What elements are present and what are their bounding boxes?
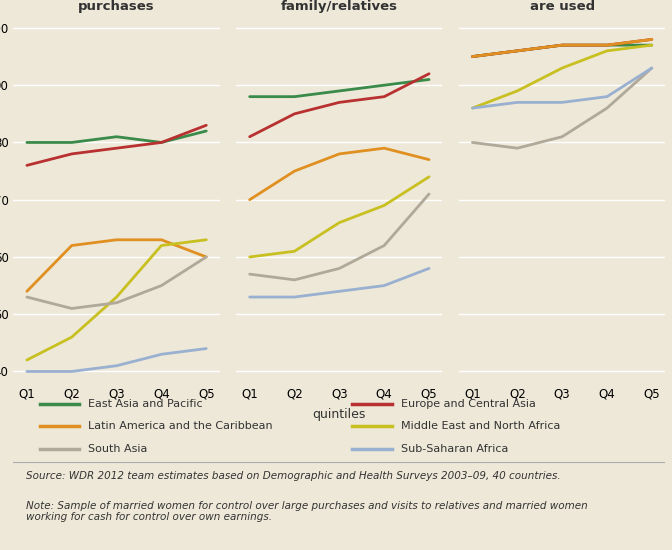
Text: Sub-Saharan Africa: Sub-Saharan Africa (401, 444, 509, 454)
Text: Source: WDR 2012 team estimates based on Demographic and Health Surveys 2003–09,: Source: WDR 2012 team estimates based on… (26, 471, 561, 481)
Text: Note: Sample of married women for control over large purchases and visits to rel: Note: Sample of married women for contro… (26, 500, 588, 522)
Text: Middle East and North Africa: Middle East and North Africa (401, 421, 560, 431)
Text: East Asia and Pacific: East Asia and Pacific (89, 399, 203, 409)
Text: South Asia: South Asia (89, 444, 148, 454)
X-axis label: quintiles: quintiles (312, 408, 366, 421)
Text: Latin America and the Caribbean: Latin America and the Caribbean (89, 421, 273, 431)
Title: how own earnings
are used: how own earnings are used (494, 0, 630, 13)
Text: Europe and Central Asia: Europe and Central Asia (401, 399, 536, 409)
Title: visits to
family/relatives: visits to family/relatives (281, 0, 398, 13)
Title: large
purchases: large purchases (78, 0, 155, 13)
